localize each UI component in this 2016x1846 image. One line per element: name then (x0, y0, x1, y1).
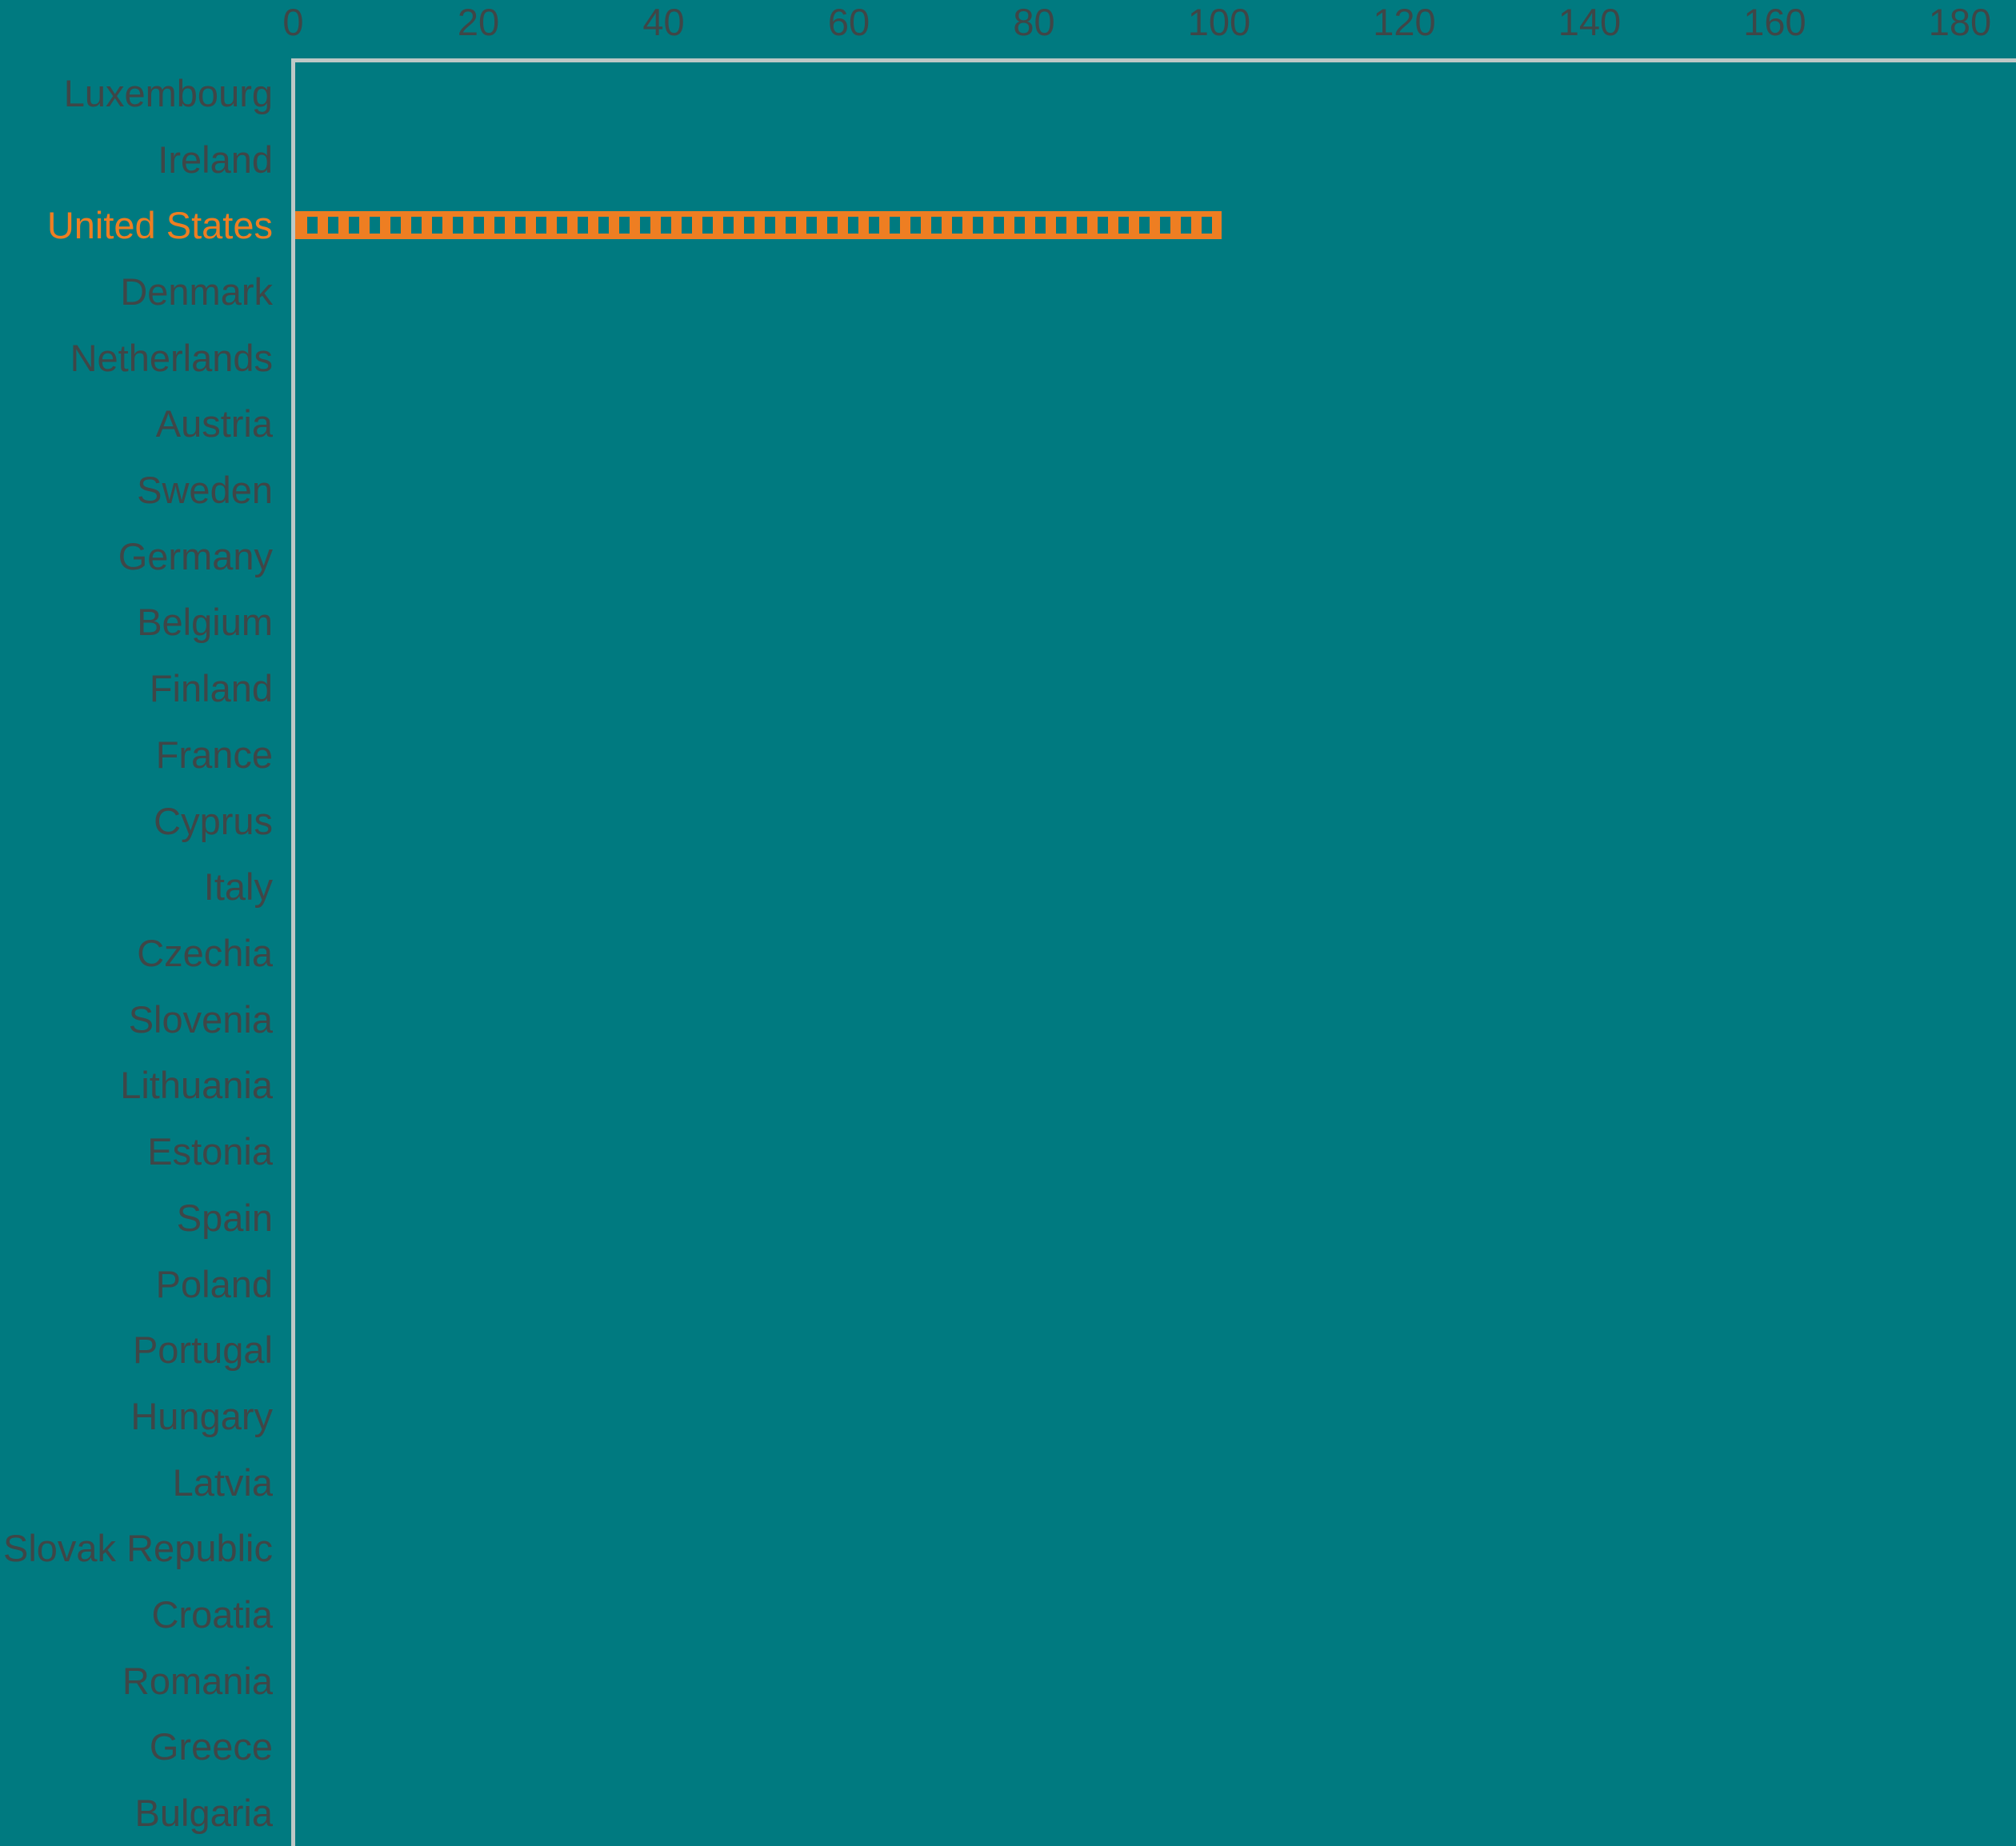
y-axis-label-netherlands: Netherlands (70, 336, 273, 379)
x-tick-label-40: 40 (642, 1, 685, 43)
y-axis-label-greece: Greece (149, 1725, 273, 1768)
y-axis-line (291, 58, 295, 1846)
x-tick-label-60: 60 (827, 1, 870, 43)
y-axis-label-bulgaria: Bulgaria (134, 1792, 273, 1835)
y-axis-label-belgium: Belgium (137, 601, 273, 644)
y-axis-label-italy: Italy (203, 865, 273, 909)
y-axis-label-slovak-republic: Slovak Republic (2, 1527, 273, 1570)
y-axis-label-ireland: Ireland (158, 138, 273, 181)
bar-united-states (295, 211, 1222, 240)
y-axis-label-denmark: Denmark (120, 270, 273, 313)
y-axis-labels: Luxembourg Ireland United States Denmark Net… (0, 60, 273, 1846)
y-axis-label-cyprus: Cyprus (154, 799, 273, 842)
y-axis-label-france: France (155, 733, 273, 776)
y-axis-label-slovenia: Slovenia (128, 997, 273, 1041)
y-axis-label-sweden: Sweden (137, 469, 273, 512)
y-axis-label-germany: Germany (118, 534, 273, 577)
y-axis-label-poland: Poland (155, 1262, 273, 1305)
y-axis-label-estonia: Estonia (147, 1130, 273, 1173)
y-axis-label-portugal: Portugal (132, 1329, 273, 1372)
x-tick-label-120: 120 (1373, 1, 1436, 43)
y-axis-label-romania: Romania (122, 1659, 273, 1702)
y-axis-label-spain: Spain (176, 1196, 273, 1239)
x-tick-label-160: 160 (1743, 1, 1806, 43)
plot-area (295, 60, 2016, 1846)
y-axis-label-hungary: Hungary (130, 1394, 273, 1437)
x-tick-label-180: 180 (1928, 1, 1992, 43)
x-tick-label-100: 100 (1187, 1, 1251, 43)
y-axis-label-luxembourg: Luxembourg (63, 71, 273, 114)
y-axis-label-finland: Finland (149, 667, 273, 710)
y-axis-label-croatia: Croatia (151, 1593, 273, 1636)
y-axis-label-austria: Austria (155, 402, 273, 446)
y-axis-label-czechia: Czechia (137, 931, 273, 974)
x-tick-label-0: 0 (282, 1, 304, 43)
x-axis-line (291, 58, 2016, 62)
y-axis-label-latvia: Latvia (172, 1460, 273, 1504)
y-axis-label-united-states: United States (46, 204, 273, 247)
x-tick-label-80: 80 (1013, 1, 1055, 43)
x-tick-label-20: 20 (457, 1, 500, 43)
y-axis-label-lithuania: Lithuania (120, 1064, 273, 1107)
x-tick-label-140: 140 (1558, 1, 1622, 43)
